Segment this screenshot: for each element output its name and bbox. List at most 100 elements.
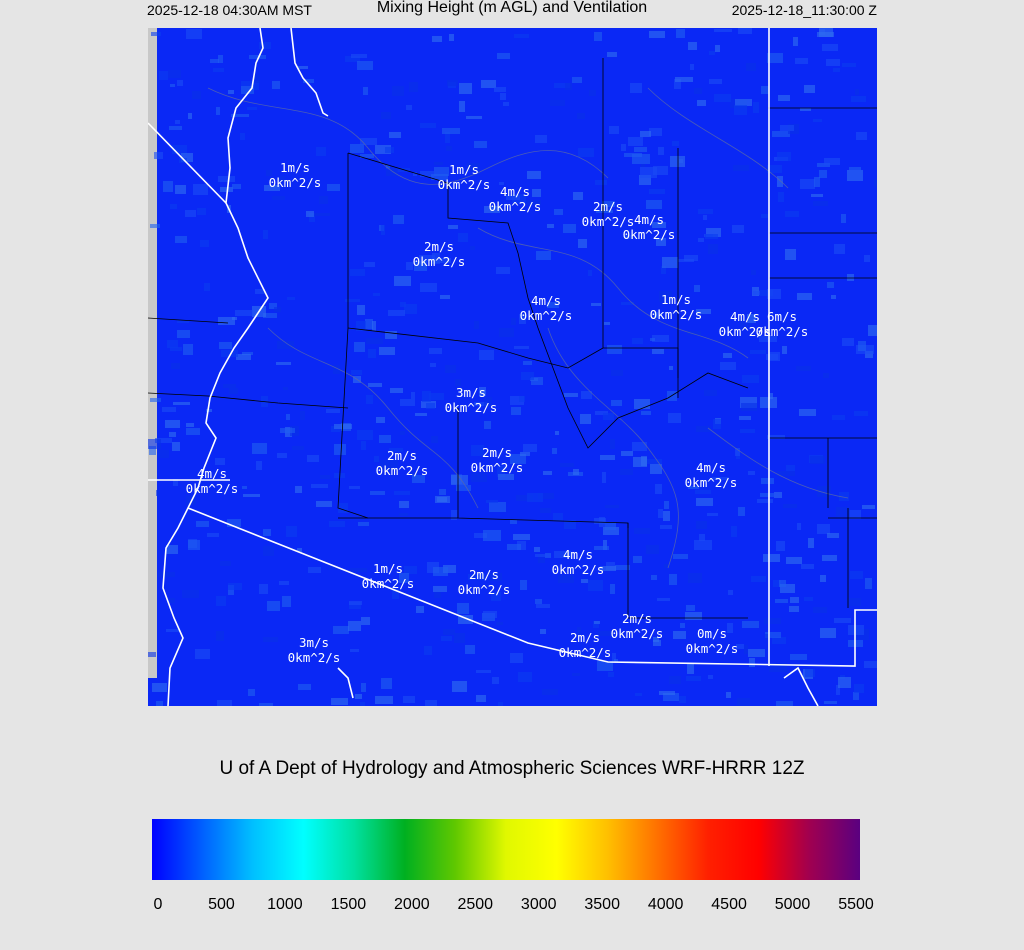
mixing-height-cell [350, 649, 359, 652]
mixing-height-cell [366, 338, 383, 344]
mixing-height-cell [446, 146, 452, 151]
mixing-height-cell [779, 580, 786, 587]
mixing-height-cell [847, 598, 861, 606]
mixing-height-cell [748, 649, 765, 657]
mixing-height-cell [264, 185, 280, 191]
mixing-height-cell [732, 225, 744, 233]
mixing-height-cell [675, 77, 693, 82]
mixing-height-cell [824, 701, 837, 704]
mixing-height-cell [554, 209, 563, 215]
mixing-height-cell [664, 564, 668, 568]
mixing-height-cell [303, 79, 314, 83]
mixing-height-cell [451, 510, 457, 520]
utc-time: 2025-12-18_11:30:00 Z [731, 2, 877, 18]
mixing-height-cell [204, 283, 210, 291]
mixing-height-cell [228, 583, 242, 590]
mixing-height-cell [406, 105, 412, 110]
mixing-height-cell [394, 276, 411, 286]
mixing-height-cell [511, 318, 516, 325]
mixing-height-cell [704, 390, 717, 396]
mixing-height-cell [761, 214, 769, 218]
mixing-height-cell [767, 435, 785, 439]
mixing-height-cell [874, 179, 877, 187]
mixing-height-cell [612, 653, 616, 663]
mixing-height-cell [186, 428, 200, 435]
mixing-height-cell [298, 66, 308, 69]
mixing-height-cell [777, 152, 791, 161]
wind-speed: 2m/s [621, 611, 653, 626]
mixing-height-cell [694, 285, 700, 292]
mixing-height-cell [595, 411, 608, 415]
mixing-height-cell [769, 393, 773, 399]
mixing-height-cell [452, 681, 467, 692]
mixing-height-cell [865, 351, 873, 358]
mixing-height-cell [823, 373, 829, 378]
mixing-height-cell [175, 120, 180, 124]
mixing-height-cell [357, 430, 373, 440]
mixing-height-cell [243, 494, 260, 497]
mixing-height-cell [688, 42, 697, 50]
mixing-height-cell [598, 631, 614, 636]
mixing-height-cell [348, 621, 361, 631]
mixing-height-cell [368, 383, 382, 387]
colorbar [152, 819, 860, 880]
mixing-height-cell [630, 83, 642, 93]
mixing-height-cell [827, 282, 834, 288]
mixing-height-cell [149, 446, 156, 455]
mixing-height-cell [442, 128, 460, 134]
mixing-height-cell [210, 59, 219, 63]
colorbar-tick-label: 4000 [647, 896, 684, 913]
mixing-height-cell [307, 455, 319, 462]
mixing-height-cell [430, 363, 436, 367]
wind-speed: 4m/s [196, 466, 228, 481]
mixing-height-cell [411, 472, 418, 477]
mixing-height-cell [640, 131, 651, 137]
mixing-height-cell [280, 428, 295, 433]
mixing-height-cell [838, 677, 851, 688]
mixing-height-cell [709, 79, 722, 84]
mixing-height-cell [751, 576, 766, 582]
mixing-height-cell [733, 165, 749, 171]
mixing-height-cell [855, 89, 859, 95]
ventilation: 0km^2/s [185, 481, 239, 496]
mixing-height-cell [471, 473, 487, 482]
mixing-height-cell [817, 524, 830, 534]
mixing-height-cell [218, 55, 223, 63]
wind-speed: 2m/s [481, 445, 513, 460]
mixing-height-cell [819, 170, 827, 178]
mixing-height-cell [594, 621, 600, 624]
mixing-height-cell [241, 86, 254, 94]
mixing-height-cell [796, 366, 811, 371]
mixing-height-cell [634, 399, 650, 409]
mixing-height-cell [390, 388, 403, 393]
mixing-height-cell [150, 224, 160, 228]
mixing-height-cell [169, 432, 176, 437]
mixing-height-cell [466, 116, 482, 119]
mixing-height-cell [426, 403, 435, 409]
mixing-height-cell [517, 541, 526, 550]
mixing-height-cell [326, 409, 340, 413]
mixing-height-cell [785, 211, 799, 217]
mixing-height-cell [632, 442, 647, 451]
mixing-height-cell [795, 58, 808, 64]
mixing-height-cell [741, 403, 757, 411]
mixing-height-cell [664, 501, 669, 509]
wind-speed: 4m/s [633, 212, 665, 227]
mixing-height-cell [511, 407, 521, 415]
mixing-height-cell [467, 163, 480, 171]
mixing-height-cell [777, 176, 783, 187]
mixing-height-cell [148, 439, 161, 449]
mixing-height-cell [173, 402, 190, 405]
mixing-height-cell [535, 554, 551, 557]
mixing-height-cell [740, 397, 757, 408]
mixing-height-cell [588, 270, 592, 276]
mixing-height-cell [839, 492, 849, 501]
mixing-height-cell [833, 68, 840, 72]
mixing-height-cell [805, 669, 815, 677]
mixing-height-cell [593, 621, 599, 628]
wind-speed: 4m/s [499, 184, 531, 199]
mixing-height-cell [152, 683, 167, 692]
mixing-height-cell [361, 683, 366, 692]
mixing-height-cell [746, 63, 756, 71]
mixing-height-cell [380, 460, 398, 470]
